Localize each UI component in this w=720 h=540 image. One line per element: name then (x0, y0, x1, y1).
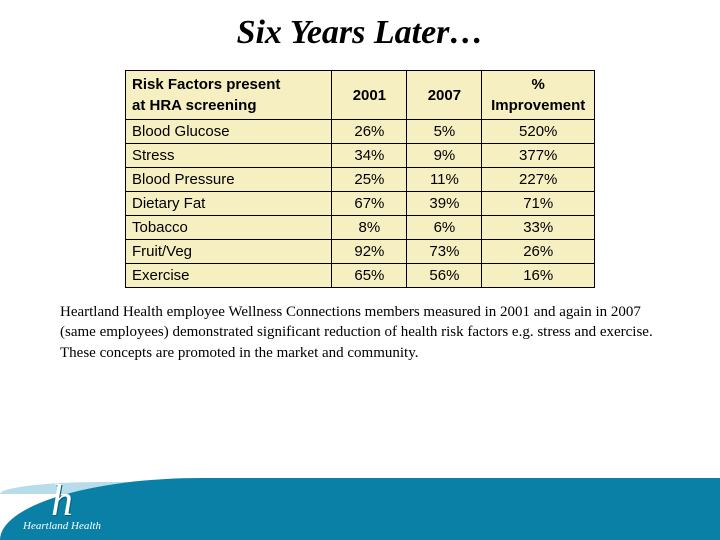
table-row: Stress 34% 9% 377% (126, 144, 595, 168)
cell-2007: 39% (407, 192, 482, 216)
cell-2001: 92% (332, 240, 407, 264)
col1-line2: at HRA screening (132, 97, 256, 114)
table-header-row: Risk Factors present at HRA screening 20… (126, 71, 595, 120)
cell-label: Fruit/Veg (126, 240, 332, 264)
cell-label: Blood Pressure (126, 168, 332, 192)
cell-label: Blood Glucose (126, 120, 332, 144)
footer-band: h Heartland Health (0, 478, 720, 540)
cell-2007: 56% (407, 264, 482, 288)
table-row: Tobacco 8% 6% 33% (126, 216, 595, 240)
col-header-2001: 2001 (332, 71, 407, 120)
table-row: Blood Pressure 25% 11% 227% (126, 168, 595, 192)
cell-2001: 67% (332, 192, 407, 216)
heartland-logo: h Heartland Health (22, 483, 102, 532)
cell-label: Dietary Fat (126, 192, 332, 216)
col4-line1: % (532, 76, 545, 93)
cell-2007: 73% (407, 240, 482, 264)
col-header-2007: 2007 (407, 71, 482, 120)
cell-2007: 5% (407, 120, 482, 144)
cell-2001: 34% (332, 144, 407, 168)
cell-improvement: 377% (482, 144, 595, 168)
risk-factors-table: Risk Factors present at HRA screening 20… (125, 70, 595, 288)
cell-2001: 8% (332, 216, 407, 240)
cell-improvement: 16% (482, 264, 595, 288)
col-header-improvement: % Improvement (482, 71, 595, 120)
cell-2001: 25% (332, 168, 407, 192)
cell-2001: 26% (332, 120, 407, 144)
cell-label: Tobacco (126, 216, 332, 240)
cell-label: Exercise (126, 264, 332, 288)
cell-2007: 6% (407, 216, 482, 240)
table-row: Fruit/Veg 92% 73% 26% (126, 240, 595, 264)
cell-2001: 65% (332, 264, 407, 288)
cell-improvement: 26% (482, 240, 595, 264)
logo-text: Heartland Health (22, 520, 102, 532)
cell-improvement: 71% (482, 192, 595, 216)
cell-2007: 9% (407, 144, 482, 168)
cell-improvement: 520% (482, 120, 595, 144)
table-row: Dietary Fat 67% 39% 71% (126, 192, 595, 216)
cell-2007: 11% (407, 168, 482, 192)
cell-label: Stress (126, 144, 332, 168)
slide: Six Years Later… Risk Factors present at… (0, 0, 720, 540)
slide-title: Six Years Later… (0, 0, 720, 52)
table-row: Exercise 65% 56% 16% (126, 264, 595, 288)
table-body: Blood Glucose 26% 5% 520% Stress 34% 9% … (126, 120, 595, 288)
logo-glyph-icon: h (22, 483, 102, 518)
cell-improvement: 33% (482, 216, 595, 240)
risk-factors-table-wrap: Risk Factors present at HRA screening 20… (125, 70, 595, 288)
col1-line1: Risk Factors present (132, 76, 280, 93)
col4-line2: Improvement (491, 97, 585, 114)
cell-improvement: 227% (482, 168, 595, 192)
table-row: Blood Glucose 26% 5% 520% (126, 120, 595, 144)
col-header-risk-factors: Risk Factors present at HRA screening (126, 71, 332, 120)
caption-text: Heartland Health employee Wellness Conne… (60, 302, 660, 363)
